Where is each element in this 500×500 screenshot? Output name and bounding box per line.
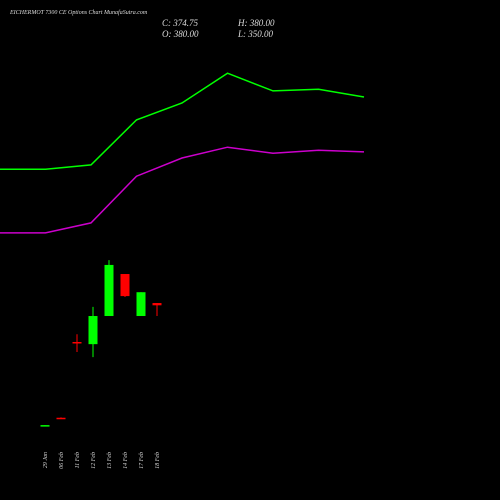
- candle-body: [136, 292, 146, 317]
- stat-high: H: 380.00: [237, 18, 275, 28]
- indicator-line: [0, 72, 365, 171]
- x-tick-label: 18 Feb: [155, 452, 161, 469]
- x-tick-label: 14 Feb: [122, 452, 129, 469]
- candle-body: [104, 264, 114, 317]
- chart-title: EICHERMOT 7300 CE Options Chart MunafaSu…: [9, 9, 148, 16]
- x-tick-label: 06 Feb: [59, 452, 65, 469]
- x-tick-label: 17 Feb: [139, 452, 145, 469]
- x-tick-label: 11 Feb: [75, 452, 81, 468]
- stat-close: C: 374.75: [162, 18, 199, 28]
- x-tick-label: 29 Jan: [43, 452, 49, 468]
- x-tick-label: 13 Feb: [107, 452, 113, 469]
- candle-body: [56, 417, 66, 420]
- x-tick-label: 12 Feb: [91, 452, 97, 469]
- candle-body: [40, 425, 50, 427]
- candle-body: [152, 303, 162, 306]
- stat-low: L: 350.00: [237, 29, 274, 39]
- indicator-line: [0, 146, 365, 234]
- candle-body: [72, 341, 82, 344]
- stat-open: O: 380.00: [162, 29, 199, 39]
- candle-body: [88, 316, 98, 345]
- candle-body: [120, 274, 130, 297]
